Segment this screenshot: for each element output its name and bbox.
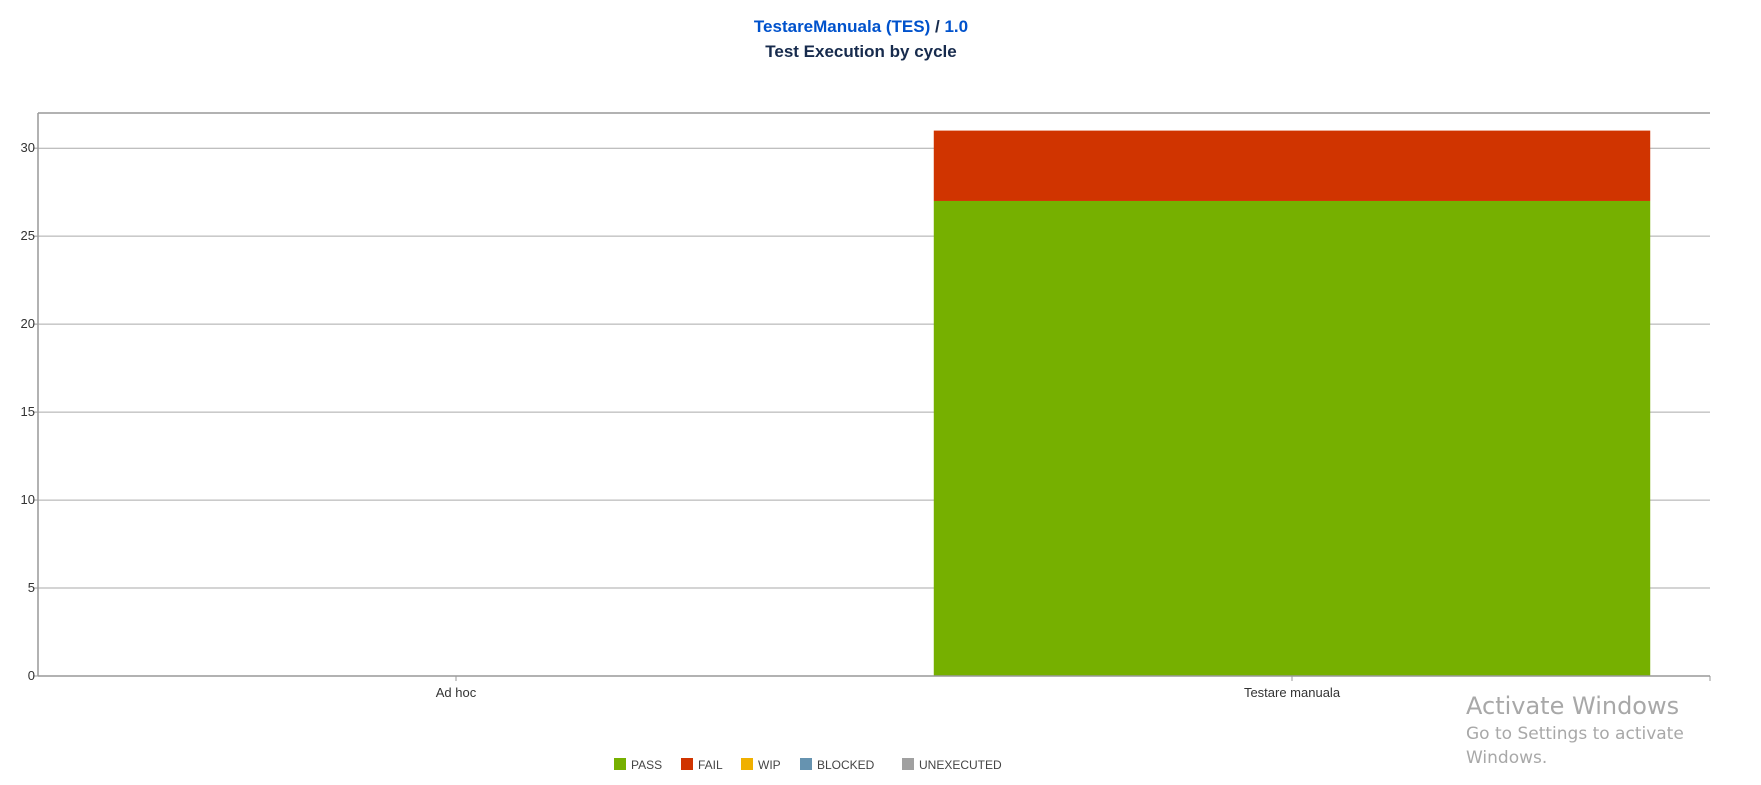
version-link[interactable]: 1.0 [944,17,969,36]
legend-label-wip: WIP [758,758,781,772]
legend-label-pass: PASS [631,758,662,772]
legend-swatch-unexecuted [902,758,914,770]
y-tick-label: 5 [28,580,35,595]
legend-label-blocked: BLOCKED [817,758,875,772]
y-tick-label: 0 [28,668,35,683]
title-separator: / [930,17,945,36]
watermark-title: Activate Windows [1466,692,1680,720]
legend-label-fail: FAIL [698,758,723,772]
bar-pass-testare-manuala [933,200,1651,676]
y-tick-label: 10 [21,492,35,507]
bars-layer [933,130,1651,676]
chart-title-line: TestareManuala (TES) / 1.0 [0,14,1722,39]
chart-header: TestareManuala (TES) / 1.0 Test Executio… [0,14,1722,64]
watermark-subtitle: Go to Settings to activate Windows. [1466,724,1684,768]
chart-legend: PASS FAIL WIP BLOCKED UNEXECUTED [614,758,1002,772]
legend-swatch-blocked [800,758,812,770]
y-tick-label: 15 [21,404,35,419]
chart-subtitle: Test Execution by cycle [765,42,957,61]
x-category-label: Testare manuala [1244,685,1341,700]
legend-swatch-fail [681,758,693,770]
y-tick-label: 20 [21,316,35,331]
y-tick-label: 30 [21,140,35,155]
axis-layer: 0 5 10 15 20 25 30 Ad hoc Testare manuala [21,113,1711,700]
y-tick-label: 25 [21,228,35,243]
legend-swatch-pass [614,758,626,770]
x-category-label: Ad hoc [436,685,477,700]
project-link[interactable]: TestareManuala (TES) [753,17,931,36]
windows-activation-watermark: Activate Windows Go to Settings to activ… [1466,690,1761,770]
legend-swatch-wip [741,758,753,770]
bar-fail-testare-manuala [933,130,1651,201]
legend-label-unexecuted: UNEXECUTED [919,758,1002,772]
